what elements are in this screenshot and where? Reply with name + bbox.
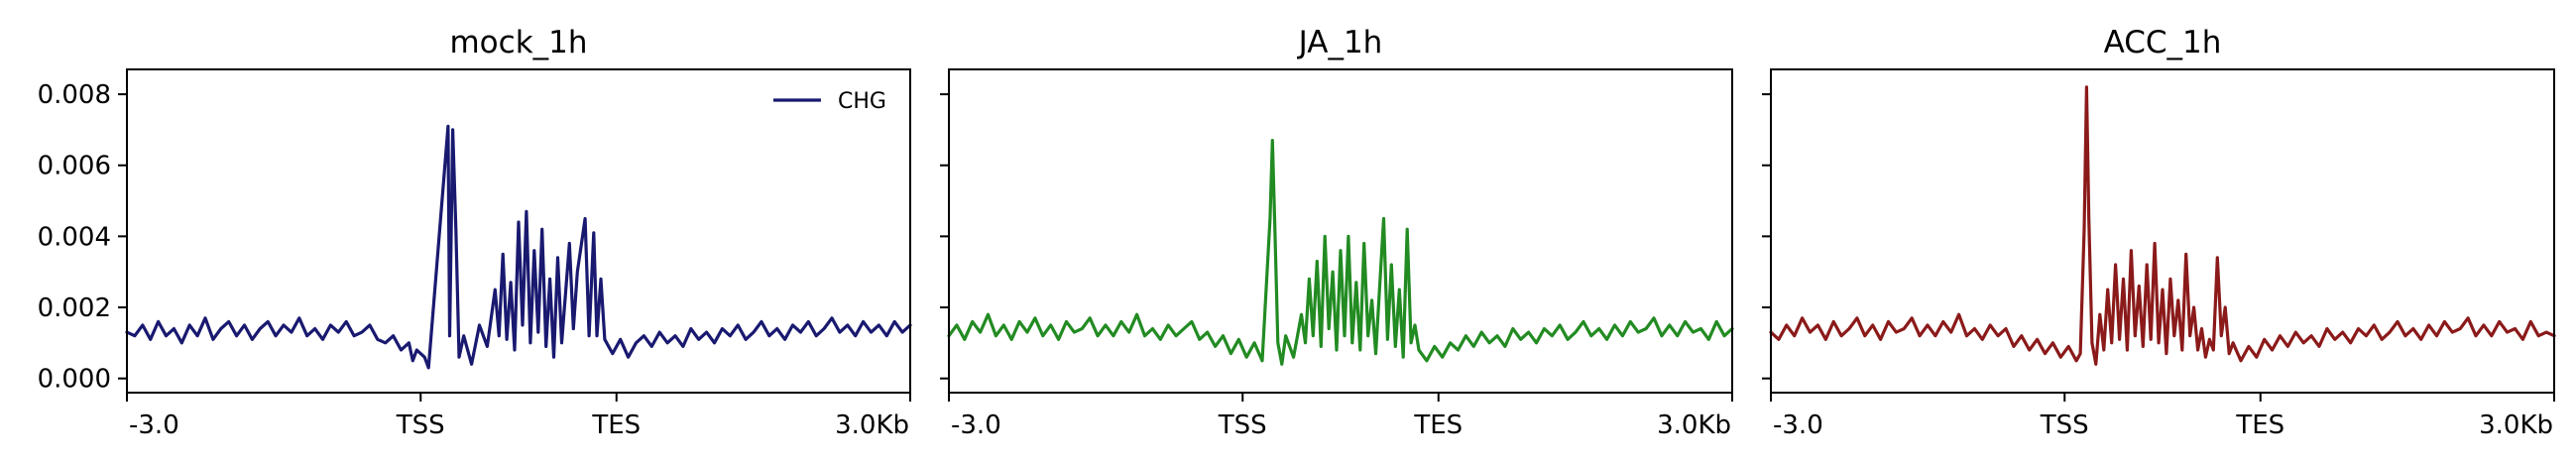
- x-tick-label: TSS: [2040, 410, 2089, 440]
- x-tick-label: 3.0Kb: [2479, 410, 2553, 440]
- y-tick-label: 0.008: [38, 80, 111, 110]
- x-tick-label: TES: [2235, 410, 2284, 440]
- series-line-chg-panel-2: [1769, 85, 2556, 366]
- x-tick-label: TSS: [396, 410, 445, 440]
- y-tick-label: 0.006: [38, 152, 111, 181]
- panel-title: ACC_1h: [2104, 25, 2222, 60]
- y-tick-label: 0.004: [38, 222, 111, 252]
- panel-0: mock_1h -3.0 TSS TES 3.0Kb 0.000 0.002 0.004 0.0…: [38, 25, 912, 440]
- x-tick-label: TSS: [1218, 410, 1267, 440]
- panel-title: mock_1h: [449, 25, 587, 60]
- panel-2: ACC_1h -3.0 TSS TES 3.0Kb: [1762, 25, 2556, 440]
- x-tick-label: -3.0: [129, 410, 179, 440]
- x-tick-label: 3.0Kb: [835, 410, 909, 440]
- x-tick-label: -3.0: [1773, 410, 1823, 440]
- legend: CHG: [773, 89, 886, 114]
- plot-frame: [1770, 68, 2555, 394]
- series-line-chg-panel-1: [947, 139, 1734, 366]
- x-tick-label: 3.0Kb: [1657, 410, 1731, 440]
- x-tick-label: TES: [591, 410, 641, 440]
- plot-frame: [126, 68, 911, 394]
- x-tick-label: TES: [1413, 410, 1463, 440]
- y-tick-label: 0.002: [38, 293, 111, 323]
- plot-frame: [948, 68, 1733, 394]
- legend-label: CHG: [838, 89, 886, 114]
- series-line-chg-panel-0: [125, 124, 912, 370]
- panel-1: JA_1h -3.0 TSS TES 3.0Kb: [940, 25, 1734, 440]
- x-tick-label: -3.0: [951, 410, 1001, 440]
- y-tick-label: 0.000: [38, 365, 111, 395]
- panel-title: JA_1h: [1297, 25, 1383, 60]
